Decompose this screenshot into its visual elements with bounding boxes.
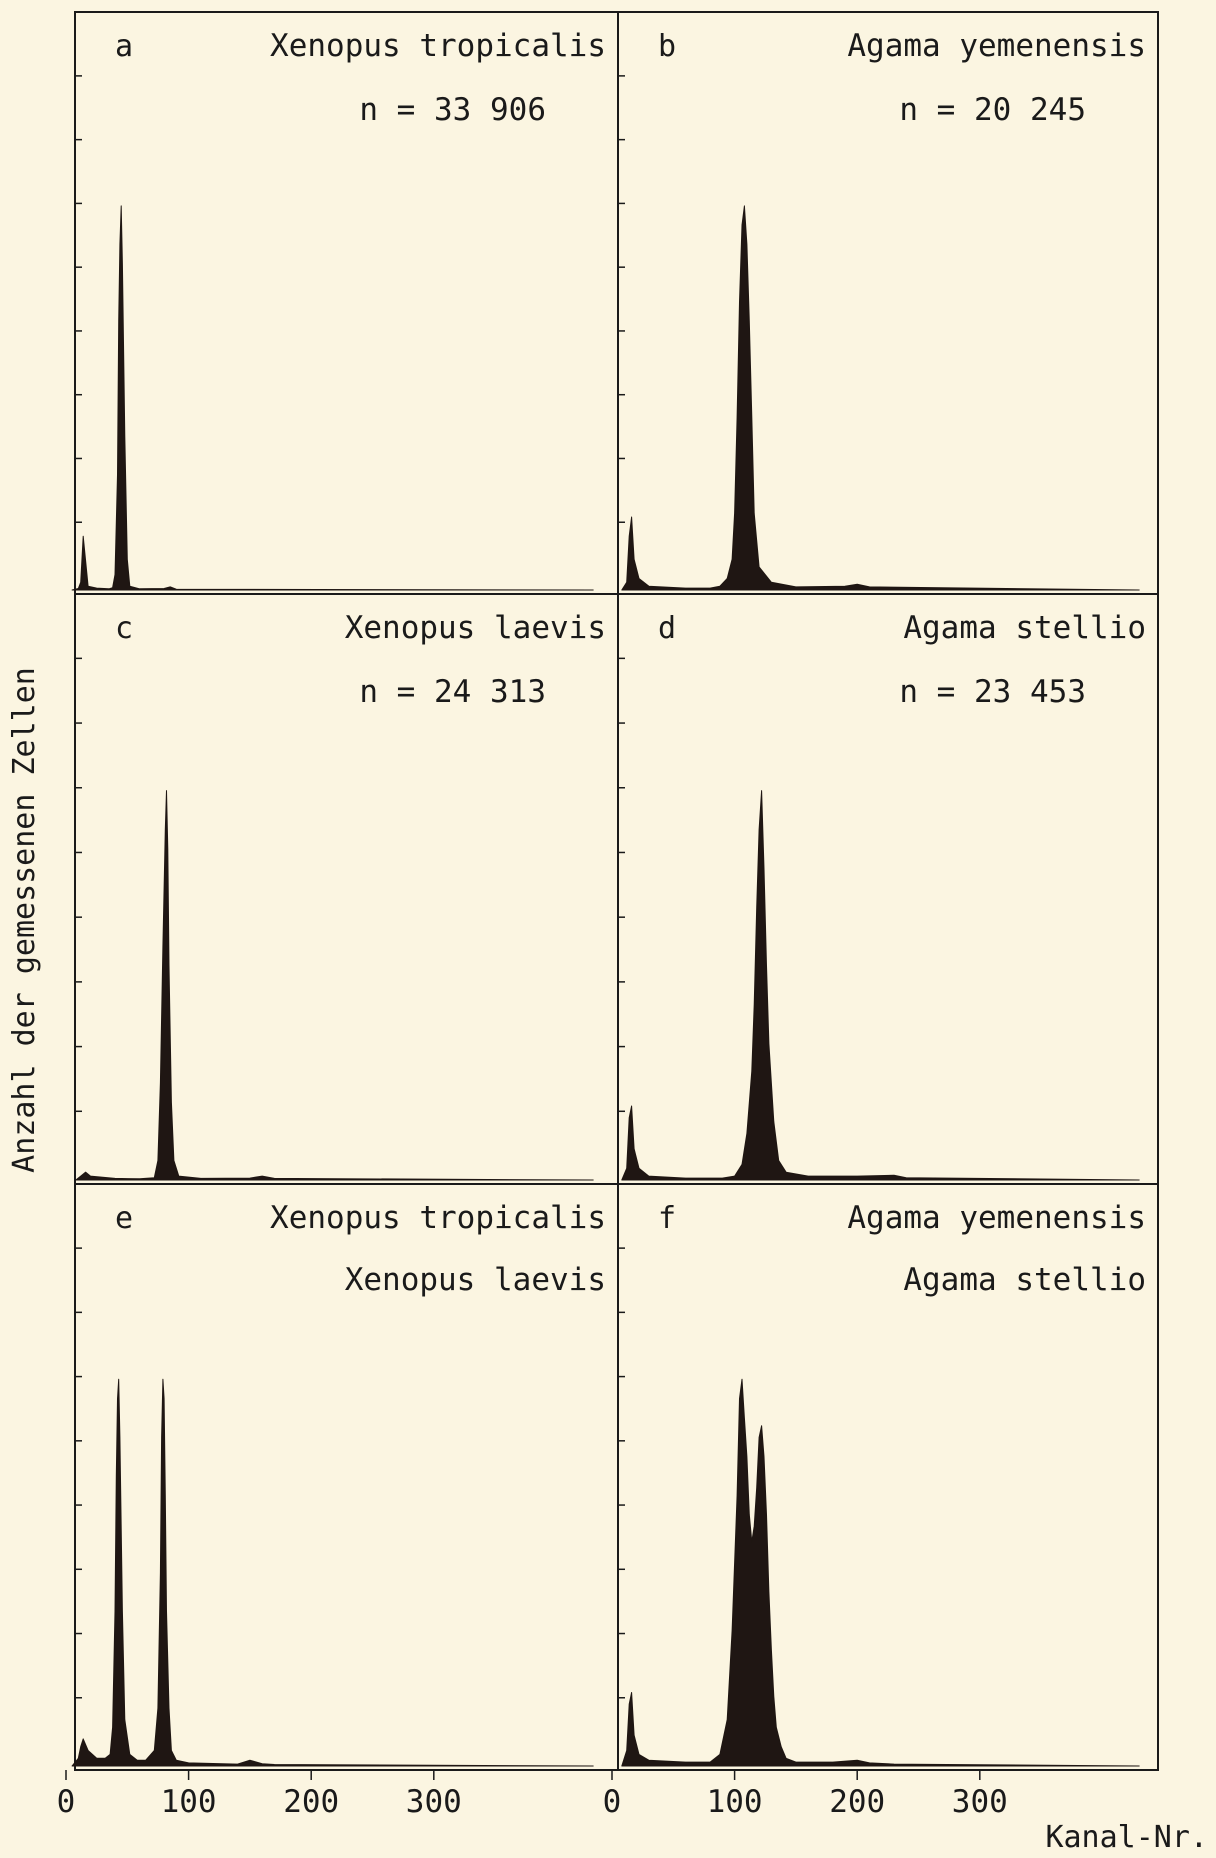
species-label: Xenopus tropicalis: [270, 1200, 606, 1236]
panel-b: b Agama yemenensis n = 20 245: [617, 11, 1159, 595]
panel-frame: [617, 1183, 1159, 1771]
panel-letter: a: [115, 29, 133, 64]
x-tick-label: 0: [603, 1784, 622, 1820]
panel-letter: b: [658, 29, 676, 64]
x-tick-label: 100: [707, 1784, 763, 1820]
species-label: Agama yemenensis: [847, 28, 1146, 64]
histogram-area: [71, 205, 594, 591]
species-label: Agama stellio: [903, 610, 1146, 646]
panel-letter: d: [658, 611, 676, 646]
species-label: Xenopus laevis: [345, 610, 606, 646]
n-count: n = 33 906: [359, 92, 546, 128]
n-count: n = 23 453: [899, 674, 1086, 710]
x-tick-label: 200: [283, 1784, 339, 1820]
x-axis-label: Kanal-Nr.: [1045, 1820, 1208, 1855]
panel-letter: c: [115, 611, 133, 646]
panel-c: c Xenopus laevis n = 24 313: [74, 593, 619, 1185]
y-axis-label: Anzahl der gemessenen Zellen: [7, 667, 42, 1173]
species-label: Xenopus tropicalis: [270, 28, 606, 64]
panel-e: e Xenopus tropicalis Xenopus laevis 0 100 200…: [57, 1183, 619, 1820]
histogram-area: [621, 1378, 1140, 1767]
x-tick-label: 300: [952, 1784, 1008, 1820]
panel-letter: e: [115, 1201, 133, 1236]
panel-f: f Agama yemenensis Agama stellio 0 100 200 300: [603, 1183, 1159, 1820]
histogram-area: [621, 790, 1140, 1181]
histogram-area: [71, 1378, 594, 1767]
n-count: n = 20 245: [899, 92, 1086, 128]
histogram-area: [621, 205, 1140, 591]
panel-d: d Agama stellio n = 23 453: [617, 593, 1159, 1185]
species-label: Xenopus laevis: [345, 1262, 606, 1298]
x-tick-label: 200: [829, 1784, 885, 1820]
panel-a: a Xenopus tropicalis n = 33 906: [71, 11, 619, 595]
histogram-area: [75, 790, 594, 1181]
x-tick-label: 100: [161, 1784, 217, 1820]
species-label: Agama stellio: [903, 1262, 1146, 1298]
species-label: Agama yemenensis: [847, 1200, 1146, 1236]
x-tick-label: 300: [406, 1784, 462, 1820]
x-tick-label: 0: [57, 1784, 76, 1820]
n-count: n = 24 313: [359, 674, 546, 710]
panel-letter: f: [658, 1201, 676, 1236]
